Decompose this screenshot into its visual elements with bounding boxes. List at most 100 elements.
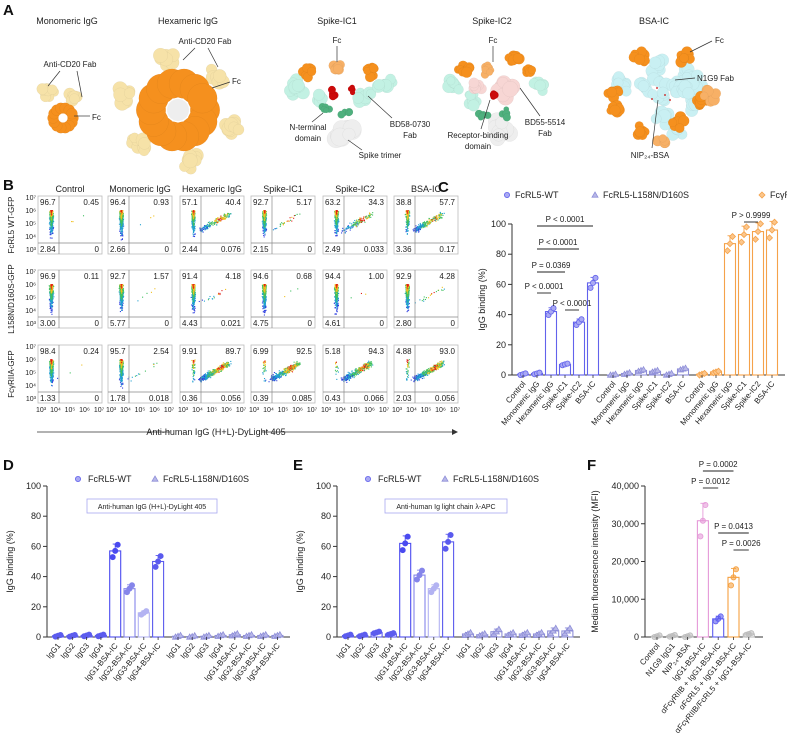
structure-label: BD55-5514 <box>525 118 566 127</box>
flow-event <box>415 229 417 231</box>
flow-event <box>418 226 420 228</box>
panel-label-f: F <box>587 457 596 474</box>
flow-event <box>191 226 193 228</box>
flow-event <box>121 230 123 232</box>
flow-event <box>123 225 125 227</box>
flow-column-title: Monomeric IgG <box>109 184 171 194</box>
flow-event <box>122 221 124 223</box>
flow-event <box>122 235 124 237</box>
leader-line <box>47 70 61 87</box>
flow-event <box>264 214 266 216</box>
flow-event <box>406 219 408 221</box>
flow-event <box>356 222 358 224</box>
flow-event <box>360 220 362 222</box>
flow-event <box>119 297 121 299</box>
flow-event <box>265 214 267 216</box>
flow-plot-frame <box>322 269 388 329</box>
flow-event <box>264 219 266 221</box>
flow-event <box>121 210 124 212</box>
flow-event <box>366 217 368 219</box>
flow-event <box>407 220 409 222</box>
flow-event <box>50 294 52 297</box>
flow-event <box>335 216 337 218</box>
flow-event <box>120 227 122 229</box>
leader-line <box>207 47 219 68</box>
flow-event <box>202 231 204 233</box>
flow-event <box>120 299 122 301</box>
flow-event <box>51 214 53 216</box>
flow-event <box>336 307 338 309</box>
flow-event <box>219 292 221 294</box>
flow-event <box>432 219 434 221</box>
flow-event <box>119 219 121 221</box>
flow-event <box>407 223 409 225</box>
flow-event <box>422 225 425 227</box>
flow-event <box>52 219 54 221</box>
flow-event <box>193 229 195 231</box>
flow-event <box>336 293 338 295</box>
flow-event <box>356 225 358 227</box>
flow-event <box>118 287 120 290</box>
flow-plot-frame <box>37 195 103 255</box>
flow-event <box>335 211 337 214</box>
anti-cd20-fab-shape <box>205 63 230 90</box>
flow-event <box>51 216 53 218</box>
flow-event <box>363 219 365 221</box>
flow-event <box>290 290 292 292</box>
flow-plot-frame <box>250 269 316 329</box>
flow-event <box>263 293 265 295</box>
flow-event <box>137 300 139 302</box>
flow-event <box>120 302 122 304</box>
flow-event <box>265 291 267 293</box>
flow-event <box>261 295 263 298</box>
structure-label: domain <box>465 142 491 151</box>
flow-event <box>263 224 265 227</box>
flow-event <box>225 214 227 216</box>
flow-event <box>335 215 338 217</box>
flow-event <box>193 291 195 294</box>
flow-plot <box>107 269 173 329</box>
flow-event <box>50 292 52 294</box>
quadrant-upper-left: 94.6 <box>253 272 269 281</box>
flow-event <box>262 307 264 309</box>
flow-event <box>52 292 54 294</box>
flow-plot <box>37 269 103 329</box>
flow-event <box>210 222 213 224</box>
flow-event <box>335 232 337 235</box>
flow-event <box>409 215 411 217</box>
flow-event <box>50 231 52 233</box>
flow-event <box>299 213 301 215</box>
flow-event <box>406 214 408 217</box>
flow-event <box>439 214 441 216</box>
flow-event <box>201 228 203 231</box>
flow-event <box>441 289 443 291</box>
flow-event <box>51 285 53 287</box>
flow-event <box>409 210 411 212</box>
flow-event <box>50 230 52 232</box>
flow-event <box>435 218 438 220</box>
flow-event <box>120 218 122 220</box>
flow-event <box>438 214 440 216</box>
flow-event <box>122 210 124 212</box>
flow-event <box>372 212 374 214</box>
flow-event <box>264 229 266 232</box>
n1g9-fab-shape <box>650 105 675 125</box>
flow-event <box>206 227 208 229</box>
flow-event <box>193 289 195 291</box>
flow-event <box>341 232 343 234</box>
flow-event <box>336 234 338 236</box>
flow-event <box>265 229 267 231</box>
flow-event <box>50 214 52 216</box>
structure-label: Fc <box>92 113 101 122</box>
flow-event <box>49 294 52 296</box>
fab-shape <box>468 77 487 95</box>
flow-event <box>202 228 205 230</box>
flow-event <box>191 213 193 215</box>
flow-event <box>193 219 195 221</box>
flow-event <box>418 225 420 227</box>
flow-event <box>342 227 344 229</box>
flow-event <box>264 299 266 301</box>
flow-plot <box>322 195 388 255</box>
structure-label: Fab <box>538 129 552 138</box>
flow-event <box>422 225 424 227</box>
